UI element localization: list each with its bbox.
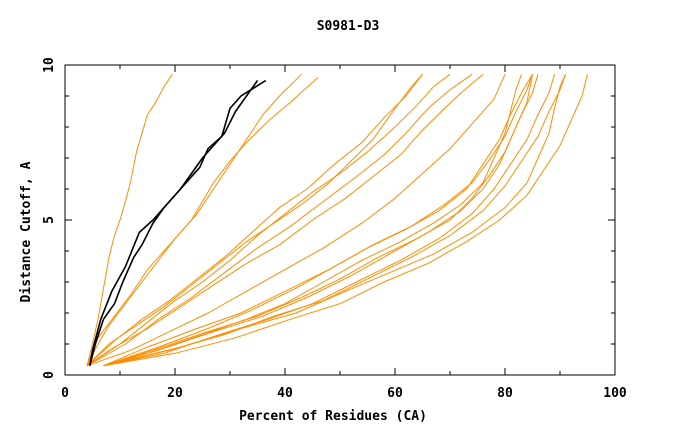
series-line-model-20 bbox=[103, 74, 566, 367]
x-tick-label: 0 bbox=[61, 386, 69, 401]
series-line-model-6 bbox=[86, 73, 423, 367]
x-axis-label: Percent of Residues (CA) bbox=[239, 409, 427, 424]
axes-layer: 0 20 40 60 80 100 0 5 10 bbox=[42, 57, 627, 401]
series-line-model-10 bbox=[86, 73, 473, 367]
x-tick-label: 20 bbox=[167, 386, 183, 401]
y-axis-label: Distance Cutoff, A bbox=[19, 161, 34, 302]
series-line-model-14 bbox=[103, 74, 533, 367]
x-tick-label: 80 bbox=[497, 386, 513, 401]
series-line-model-9 bbox=[86, 73, 484, 367]
series-line-model-16 bbox=[103, 74, 555, 367]
y-tick-label: 5 bbox=[42, 216, 57, 224]
chart-title: S0981-D3 bbox=[317, 19, 380, 34]
x-tick-label: 60 bbox=[387, 386, 403, 401]
series-line-model-19 bbox=[103, 74, 533, 367]
series-line-model-8 bbox=[86, 73, 451, 367]
x-tick-label: 100 bbox=[603, 386, 627, 401]
series-line-model-5 bbox=[86, 73, 302, 366]
series-line-model-17 bbox=[103, 74, 566, 367]
series-line-model-15 bbox=[103, 74, 539, 367]
series-line-model-11 bbox=[86, 74, 506, 367]
series-line-highlight-1 bbox=[89, 80, 259, 366]
series-line-model-3 bbox=[86, 74, 173, 366]
series-line-model-7 bbox=[86, 73, 423, 367]
series-line-model-13 bbox=[103, 74, 533, 367]
y-tick-label: 0 bbox=[42, 371, 57, 379]
y-tick-label: 10 bbox=[42, 57, 57, 73]
series-line-highlight-2 bbox=[89, 79, 267, 366]
x-tick-label: 40 bbox=[277, 386, 293, 401]
series-line-model-4 bbox=[86, 77, 319, 366]
series-layer bbox=[86, 73, 588, 367]
series-line-model-18 bbox=[103, 74, 588, 367]
